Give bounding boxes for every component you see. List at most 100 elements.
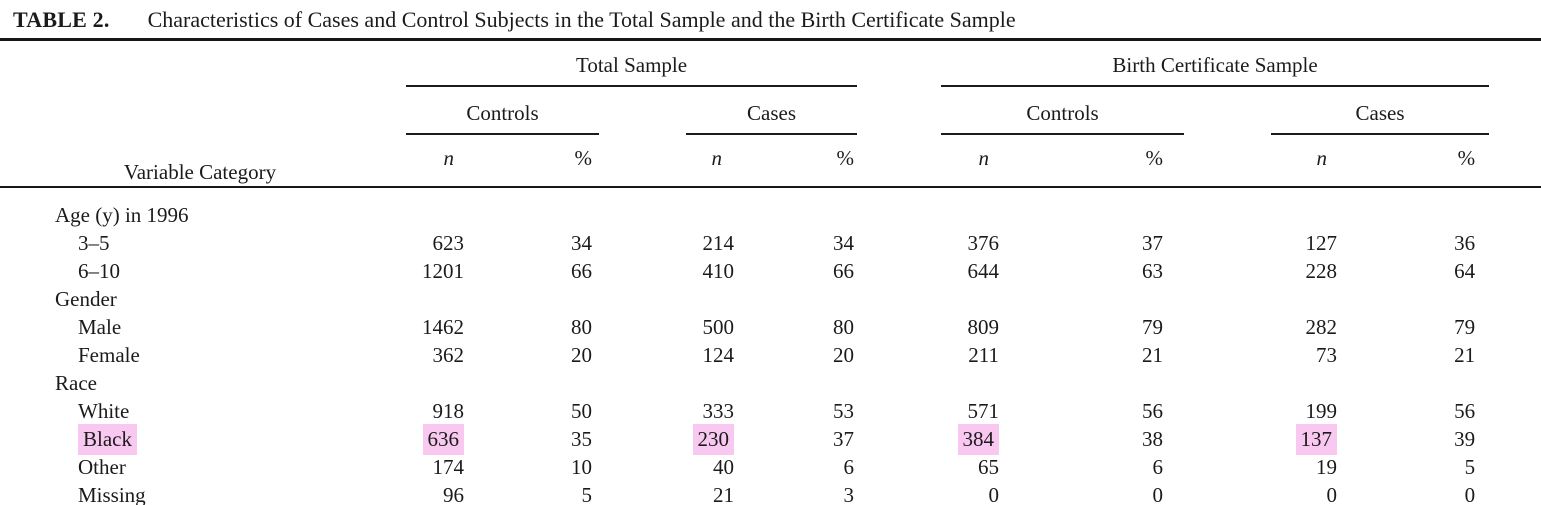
header-row-n-pct: n % n % n % n % — [0, 136, 1541, 188]
section-label: Gender — [55, 286, 117, 311]
value-cell: 228 — [1305, 258, 1338, 283]
row-label: Missing — [78, 482, 146, 505]
subgroup-label-cases-total: Cases — [686, 89, 858, 135]
value-cell: 127 — [1305, 230, 1338, 255]
value-cell: 21 — [1454, 342, 1476, 367]
highlight: 636 — [422, 423, 464, 455]
table-number-label: TABLE 2. — [13, 7, 110, 32]
value-cell: 1201 — [422, 258, 464, 283]
value-cell: 1462 — [422, 314, 464, 339]
highlight: 384 — [957, 423, 1000, 455]
value-cell: 56 — [1142, 398, 1164, 423]
subgroup-label-controls-bc: Controls — [941, 89, 1185, 135]
subgroup-header-controls-bc: Controls — [860, 88, 1185, 136]
value-cell: 809 — [967, 314, 1000, 339]
value-cell: 40 — [713, 454, 734, 479]
header-row-groups: Variable Category Total Sample Birth Cer… — [0, 41, 1541, 188]
value-cell: 56 — [1454, 398, 1476, 423]
section-label: Race — [55, 370, 97, 395]
empty-cells — [400, 187, 1541, 229]
data-row-white: White 918 50 333 53 571 56 199 56 — [0, 397, 1541, 425]
subgroup-header-controls-total: Controls — [400, 88, 600, 136]
value-cell: 623 — [432, 230, 465, 255]
section-label: Age (y) in 1996 — [55, 202, 189, 227]
value-cell: 21 — [1142, 342, 1164, 367]
value-cell: 37 — [833, 426, 855, 451]
n-header-controls-total: n — [400, 136, 472, 188]
value-cell: 174 — [432, 454, 465, 479]
n-header-cases-total: n — [600, 136, 740, 188]
value-cell: 21 — [713, 482, 734, 505]
highlight: 137 — [1295, 423, 1338, 455]
value-cell: 644 — [967, 258, 1000, 283]
group-header-birth-certificate-sample: Birth Certificate Sample — [860, 41, 1541, 88]
value-cell: 6 — [843, 454, 855, 479]
empty-cells — [400, 369, 1541, 397]
value-cell: 35 — [571, 426, 592, 451]
value-cell: 20 — [833, 342, 855, 367]
row-label: White — [78, 398, 130, 423]
value-cell: 79 — [1454, 314, 1476, 339]
value-cell: 376 — [967, 230, 1000, 255]
pct-header-cases-total: % — [740, 136, 861, 188]
row-label: 3–5 — [78, 230, 110, 255]
highlight: 230 — [692, 423, 734, 455]
value-cell: 230 — [600, 423, 740, 455]
subgroup-label-cases-bc: Cases — [1271, 89, 1490, 135]
value-cell: 6 — [1152, 454, 1164, 479]
header-row-subgroups: Controls Cases Controls Cases — [0, 88, 1541, 136]
value-cell: 63 — [1142, 258, 1164, 283]
variable-category-header: Variable Category — [0, 41, 400, 188]
value-cell: 0 — [1326, 482, 1338, 505]
value-cell: 5 — [581, 482, 593, 505]
pct-header-controls-bc: % — [1005, 136, 1186, 188]
value-cell: 3 — [843, 482, 855, 505]
value-cell: 918 — [432, 398, 465, 423]
value-cell: 5 — [1464, 454, 1476, 479]
value-cell: 636 — [400, 423, 472, 455]
value-cell: 410 — [702, 258, 735, 283]
value-cell: 137 — [1185, 423, 1345, 455]
value-cell: 50 — [571, 398, 592, 423]
value-cell: 362 — [432, 342, 465, 367]
section-row-gender: Gender — [0, 285, 1541, 313]
characteristics-table: Variable Category Total Sample Birth Cer… — [0, 41, 1541, 505]
data-row-3-5: 3–5 623 34 214 34 376 37 127 36 — [0, 229, 1541, 257]
value-cell: 66 — [833, 258, 855, 283]
value-cell: 0 — [1464, 482, 1476, 505]
value-cell: 65 — [978, 454, 1000, 479]
subgroup-label-controls-total: Controls — [406, 89, 599, 135]
value-cell: 34 — [833, 230, 855, 255]
group-label-total-sample: Total Sample — [406, 53, 858, 87]
value-cell: 384 — [860, 423, 1005, 455]
row-label: Female — [78, 342, 140, 367]
data-row-other: Other 174 10 40 6 65 6 19 5 — [0, 453, 1541, 481]
value-cell: 73 — [1316, 342, 1338, 367]
value-cell: 20 — [571, 342, 592, 367]
row-label: Male — [78, 314, 122, 339]
value-cell: 333 — [702, 398, 735, 423]
data-row-black: Black 636 35 230 37 384 38 137 39 — [0, 423, 1541, 455]
highlight: Black — [78, 423, 137, 455]
data-row-6-10: 6–10 1201 66 410 66 644 63 228 64 — [0, 257, 1541, 285]
table-caption: TABLE 2. Characteristics of Cases and Con… — [0, 0, 1541, 41]
data-row-male: Male 1462 80 500 80 809 79 282 79 — [0, 313, 1541, 341]
value-cell: 53 — [833, 398, 855, 423]
value-cell: 38 — [1142, 426, 1164, 451]
section-row-age: Age (y) in 1996 — [0, 187, 1541, 229]
value-cell: 282 — [1305, 314, 1338, 339]
value-cell: 80 — [571, 314, 592, 339]
value-cell: 0 — [1152, 482, 1164, 505]
value-cell: 79 — [1142, 314, 1164, 339]
value-cell: 37 — [1142, 230, 1164, 255]
pct-header-cases-bc: % — [1345, 136, 1541, 188]
group-label-birth-certificate-sample: Birth Certificate Sample — [941, 53, 1490, 87]
group-header-total-sample: Total Sample — [400, 41, 860, 88]
n-header-controls-bc: n — [860, 136, 1006, 188]
data-row-female: Female 362 20 124 20 211 21 73 21 — [0, 341, 1541, 369]
row-label: 6–10 — [78, 258, 120, 283]
value-cell: 211 — [968, 342, 1000, 367]
value-cell: 19 — [1316, 454, 1338, 479]
value-cell: 500 — [702, 314, 735, 339]
